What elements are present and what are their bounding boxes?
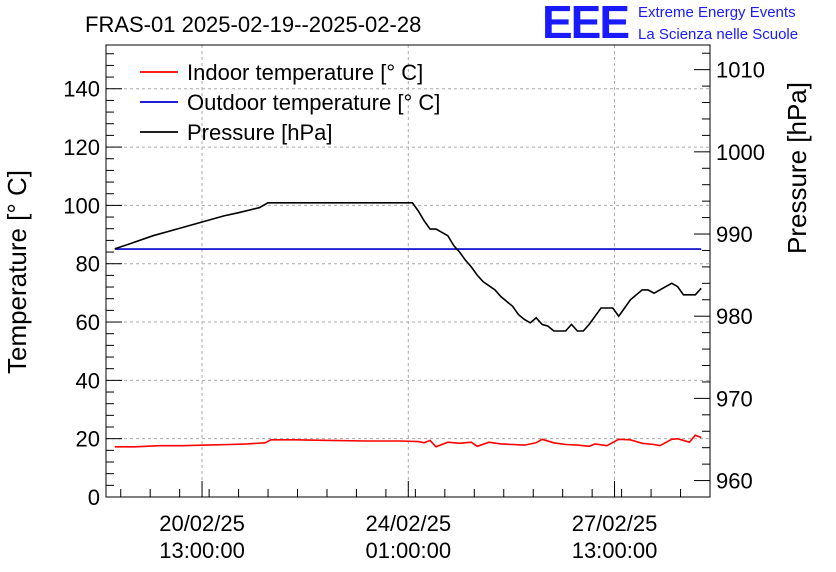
logo-line-1: Extreme Energy Events bbox=[638, 4, 796, 21]
left-tick-label: 40 bbox=[76, 368, 100, 393]
x-tick-date: 27/02/25 bbox=[572, 511, 658, 536]
legend: Indoor temperature [° C] Outdoor temperat… bbox=[140, 60, 440, 145]
legend-label-3: Pressure [hPa] bbox=[187, 120, 333, 145]
left-tick-label: 100 bbox=[63, 193, 100, 218]
series-layer bbox=[114, 202, 702, 448]
right-tick-label: 1000 bbox=[716, 140, 765, 165]
right-tick-label: 960 bbox=[716, 469, 753, 494]
right-axis-title: Pressure [hPa] bbox=[782, 82, 812, 254]
x-tick-time: 01:00:00 bbox=[365, 538, 451, 563]
left-tick-label: 0 bbox=[88, 485, 100, 510]
eee-logo: EEE bbox=[542, 0, 628, 48]
series-line-3 bbox=[114, 202, 702, 332]
x-tick-date: 24/02/25 bbox=[365, 511, 451, 536]
legend-label-1: Indoor temperature [° C] bbox=[187, 60, 423, 85]
x-tick-date: 20/02/25 bbox=[159, 511, 245, 536]
x-tick-time: 13:00:00 bbox=[572, 538, 658, 563]
right-tick-label: 1010 bbox=[716, 58, 765, 83]
logo-line-2: La Scienza nelle Scuole bbox=[638, 26, 798, 43]
left-axis-title: Temperature [° C] bbox=[2, 170, 32, 374]
left-tick-label: 60 bbox=[76, 310, 100, 335]
right-tick-label: 980 bbox=[716, 304, 753, 329]
left-tick-label: 120 bbox=[63, 135, 100, 160]
legend-label-2: Outdoor temperature [° C] bbox=[187, 90, 440, 115]
left-tick-label: 140 bbox=[63, 77, 100, 102]
right-tick-label: 990 bbox=[716, 222, 753, 247]
right-tick-label: 970 bbox=[716, 386, 753, 411]
axis-ticks: 0 20 40 60 80 100 120 140 960 970 980 990 1000 1010 20… bbox=[63, 52, 765, 563]
x-tick-time: 13:00:00 bbox=[159, 538, 245, 563]
grid bbox=[106, 45, 710, 497]
chart-title: FRAS-01 2025-02-19--2025-02-28 bbox=[85, 12, 421, 37]
left-tick-label: 80 bbox=[76, 252, 100, 277]
left-tick-label: 20 bbox=[76, 427, 100, 452]
series-line-1 bbox=[114, 434, 702, 448]
